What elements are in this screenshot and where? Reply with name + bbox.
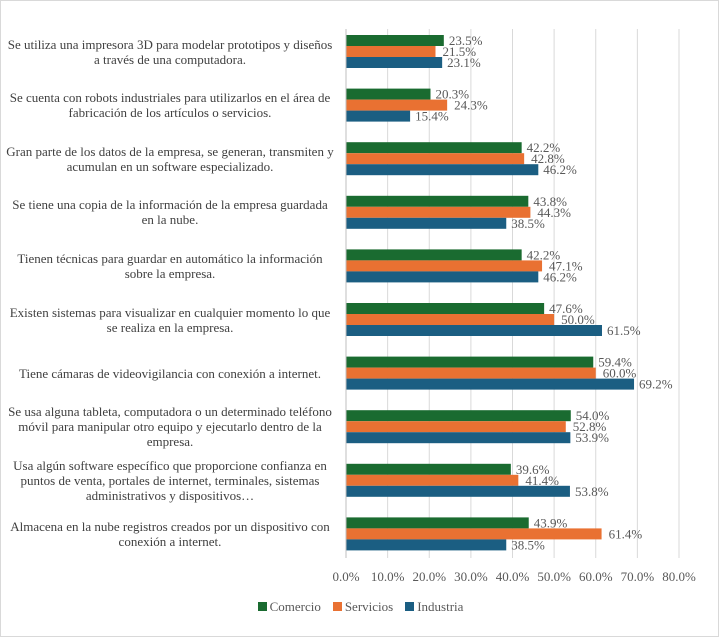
data-label: 42.2%: [527, 247, 561, 262]
x-tick-label: 0.0%: [332, 569, 359, 584]
data-label: 38.5%: [511, 216, 545, 231]
legend-label: Comercio: [269, 599, 321, 614]
category-label: Usa algún software específico que propor…: [13, 457, 327, 503]
category-label: Almacena en la nube registros creados po…: [10, 518, 330, 549]
data-label: 50.0%: [561, 312, 595, 327]
bar-comercio: [346, 517, 529, 529]
bar-industria: [346, 217, 507, 229]
bar-comercio: [346, 356, 594, 368]
legend-swatch: [332, 602, 342, 611]
data-label: 53.8%: [575, 484, 609, 499]
bar-industria: [346, 485, 570, 497]
bar-industria: [346, 164, 539, 176]
bar-comercio: [346, 249, 522, 261]
legend-item-servicios: Servicios: [332, 599, 394, 615]
x-tick-label: 30.0%: [454, 569, 488, 584]
data-label: 54.0%: [576, 408, 610, 423]
x-tick-label: 40.0%: [496, 569, 530, 584]
data-label: 46.2%: [543, 162, 577, 177]
category-label: Se tiene una copia de la información de …: [12, 197, 328, 228]
legend-swatch: [405, 602, 415, 611]
data-label: 47.6%: [549, 301, 583, 316]
data-label: 59.4%: [598, 355, 632, 370]
data-label: 41.4%: [525, 473, 559, 488]
bar-servicios: [346, 206, 531, 218]
data-label: 15.4%: [415, 109, 449, 124]
data-label: 69.2%: [639, 377, 673, 392]
data-label: 53.9%: [575, 430, 609, 445]
category-label: Se cuenta con robots industriales para u…: [9, 90, 331, 121]
bar-servicios: [346, 260, 543, 272]
bar-industria: [346, 539, 507, 551]
data-label: 43.8%: [533, 194, 567, 209]
bar-comercio: [346, 463, 511, 475]
data-label: 24.3%: [454, 98, 488, 113]
legend-item-comercio: Comercio: [257, 599, 321, 615]
category-label: Gran parte de los datos de la empresa, s…: [6, 143, 334, 174]
bar-servicios: [346, 153, 525, 165]
legend-item-industria: Industria: [405, 599, 463, 615]
bar-comercio: [346, 303, 545, 314]
data-label: 39.6%: [516, 462, 550, 477]
data-label: 21.5%: [442, 44, 476, 59]
bar-comercio: [346, 410, 571, 422]
category-label: Tiene cámaras de videovigilancia con con…: [18, 365, 322, 381]
data-label: 47.1%: [549, 258, 583, 273]
bar-industria: [346, 57, 443, 68]
bar-comercio: [346, 35, 444, 46]
data-label: 61.4%: [609, 526, 643, 541]
data-label: 38.5%: [511, 537, 545, 552]
x-tick-label: 60.0%: [579, 569, 613, 584]
bar-servicios: [346, 474, 519, 486]
bar-servicios: [346, 367, 596, 379]
category-label: Existen sistemas para visualizar en cual…: [9, 304, 331, 335]
x-tick-label: 20.0%: [412, 569, 446, 584]
category-label: Se usa alguna tableta, computadora o un …: [8, 404, 332, 450]
bar-comercio: [346, 195, 529, 207]
bar-servicios: [346, 421, 566, 433]
bar-comercio: [346, 88, 431, 100]
data-label: 20.3%: [435, 87, 469, 102]
data-label: 44.3%: [537, 205, 571, 220]
data-label: 46.2%: [543, 269, 577, 284]
x-tick-label: 10.0%: [371, 569, 405, 584]
data-label: 52.8%: [573, 419, 607, 434]
x-tick-label: 70.0%: [621, 569, 655, 584]
legend-swatch: [257, 602, 267, 611]
bar-industria: [346, 110, 411, 122]
category-label: Tienen técnicas para guardar en automáti…: [17, 250, 323, 281]
bar-industria: [346, 271, 539, 283]
data-label: 60.0%: [603, 366, 637, 381]
category-label: Se utiliza una impresora 3D para modelar…: [7, 36, 333, 67]
legend: Comercio Servicios Industria: [1, 599, 719, 615]
data-label: 42.2%: [527, 140, 561, 155]
bar-servicios: [346, 46, 436, 57]
bar-industria: [346, 325, 602, 336]
data-label: 23.5%: [449, 33, 483, 48]
bar-servicios: [346, 99, 448, 111]
x-tick-label: 80.0%: [662, 569, 696, 584]
data-label: 42.8%: [531, 151, 565, 166]
data-label: 61.5%: [607, 323, 641, 338]
legend-label: Servicios: [344, 599, 394, 614]
x-tick-label: 50.0%: [537, 569, 571, 584]
data-label: 23.1%: [447, 55, 481, 70]
legend-label: Industria: [417, 599, 464, 614]
data-label: 43.9%: [534, 515, 568, 530]
bar-industria: [346, 432, 571, 444]
bar-comercio: [346, 142, 522, 154]
bar-servicios: [346, 528, 602, 540]
bar-servicios: [346, 314, 555, 325]
bar-industria: [346, 378, 635, 390]
